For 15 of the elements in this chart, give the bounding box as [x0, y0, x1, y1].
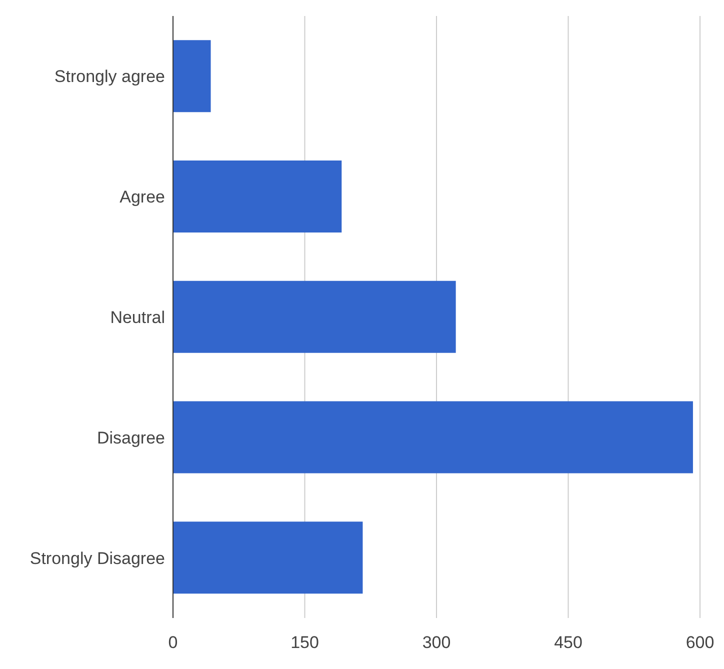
x-tick-label: 600 — [686, 633, 714, 652]
bar — [173, 522, 363, 594]
bar — [173, 401, 693, 474]
y-tick-label: Neutral — [110, 308, 165, 328]
bar — [173, 280, 456, 353]
y-tick-label: Disagree — [96, 428, 165, 448]
y-tick-label: Strongly Disagree — [30, 548, 165, 568]
bar — [173, 40, 211, 112]
y-tick-label: Agree — [120, 188, 165, 207]
y-tick-label: Strongly agree — [54, 67, 165, 86]
x-tick-label: 450 — [554, 633, 582, 652]
x-tick-label: 300 — [422, 633, 451, 652]
bar — [173, 160, 342, 232]
x-tick-label: 0 — [168, 633, 178, 652]
x-tick-label: 150 — [290, 633, 319, 652]
